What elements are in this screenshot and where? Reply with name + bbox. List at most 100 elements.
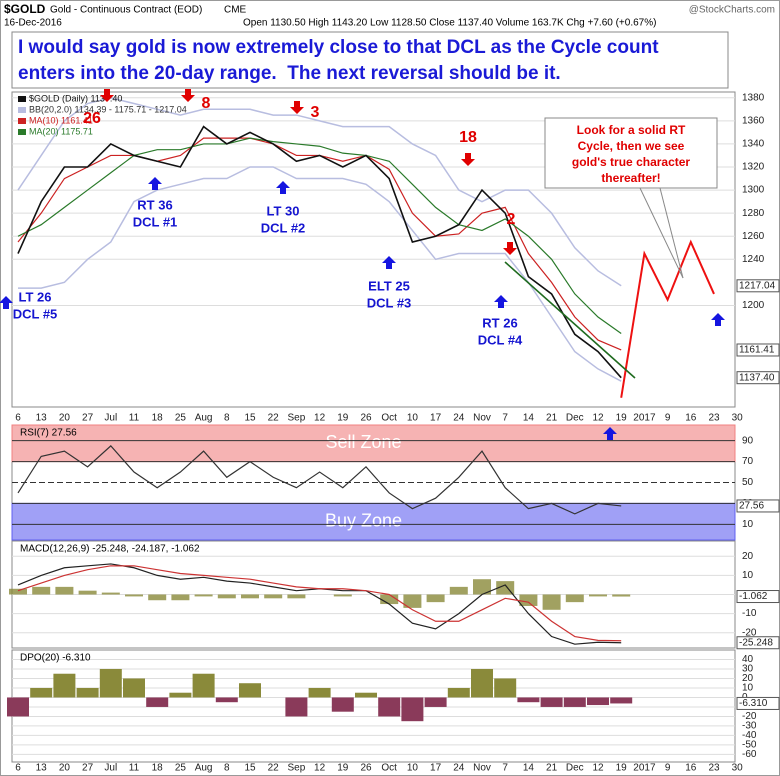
dpo-bar [471, 668, 493, 698]
x-tick-label: 30 [732, 763, 744, 774]
y-tick-label: 30 [742, 664, 754, 675]
trendline [504, 261, 636, 379]
x-tick-label: 12 [314, 763, 326, 774]
dpo-bar [355, 692, 377, 698]
cycle-low-arrow [148, 177, 162, 190]
histogram-bar [101, 592, 120, 595]
dpo-bar [169, 692, 192, 698]
histogram-bar [194, 594, 213, 597]
price-tag [736, 590, 780, 604]
exchange: CME [224, 5, 247, 16]
cycle-top-arrow [461, 153, 475, 166]
stats: Open 1130.50 High 1143.20 Low 1128.50 Cl… [243, 18, 656, 29]
x-tick-label: 22 [268, 413, 280, 424]
y-tick-label: 1240 [742, 254, 765, 265]
annotation: DCL #4 [478, 332, 523, 347]
x-tick-label: 11 [129, 413, 140, 424]
annotation: DCL #2 [261, 220, 306, 235]
x-tick-label: 6 [15, 763, 21, 774]
zone [11, 502, 736, 541]
y-tick-label: -30 [742, 721, 757, 732]
legend-swatch [18, 107, 26, 113]
date: 16-Dec-2016 [4, 18, 62, 29]
y-tick-label: 40 [742, 654, 754, 665]
dpo-bar [192, 673, 215, 698]
histogram-bar [264, 594, 283, 599]
x-tick-label: Jul [104, 763, 117, 774]
x-tick-label: 20 [59, 413, 71, 424]
y-tick-label: -40 [742, 730, 757, 741]
dpo-bar [7, 697, 29, 717]
dpo-bar [30, 687, 53, 698]
cycle-top-arrow [181, 89, 195, 102]
y-tick-label: 10 [742, 570, 754, 581]
x-tick-label: 2017 [633, 763, 656, 774]
cycle-low-arrow [494, 295, 508, 308]
x-tick-label: 19 [337, 763, 349, 774]
callout-text: thereafter! [601, 171, 660, 185]
series-line [17, 137, 622, 334]
annotation: 18 [459, 129, 477, 146]
y-tick-label: 20 [742, 551, 754, 562]
annotation: 3 [311, 104, 320, 121]
y-tick-label: 20 [742, 673, 754, 684]
annotation: 8 [202, 95, 211, 112]
histogram-bar [9, 588, 27, 595]
annotation: 26 [83, 110, 101, 127]
symbol: $GOLD [4, 2, 46, 16]
y-tick-label: 1380 [742, 92, 765, 103]
x-tick-label: 17 [430, 763, 442, 774]
annotation: 2 [507, 211, 516, 228]
histogram-bar [449, 586, 468, 595]
dpo-bar [123, 678, 145, 698]
price-tag-label: 1137.40 [739, 372, 775, 383]
dpo-bar [424, 697, 447, 707]
x-tick-label: Oct [381, 413, 397, 424]
histogram-bar [565, 594, 584, 603]
x-tick-label: Oct [381, 763, 397, 774]
brand: @StockCharts.com [689, 5, 775, 16]
zone [11, 424, 736, 463]
x-tick-label: 19 [616, 763, 628, 774]
x-tick-label: 26 [360, 763, 372, 774]
y-tick-label: 1200 [742, 300, 765, 311]
price-tag [736, 371, 780, 385]
dpo-bar [76, 687, 99, 698]
x-tick-label: Aug [195, 413, 213, 424]
dpo-bar [378, 697, 401, 717]
x-tick-label: Nov [473, 413, 491, 424]
callout-pointer [659, 187, 684, 279]
bb-lower [18, 166, 622, 382]
legend-swatch [18, 118, 26, 124]
price-tag-label: -1.062 [739, 591, 768, 602]
y-tick-label: -60 [742, 749, 757, 760]
histogram-bar [542, 594, 561, 610]
x-tick-label: 19 [337, 413, 349, 424]
legend-label: BB(20,2.0) 1134.39 - 1175.71 - 1217.04 [29, 104, 187, 114]
x-tick-label: 16 [685, 413, 697, 424]
dpo-bar [447, 687, 470, 698]
x-tick-label: 19 [616, 413, 628, 424]
dpo-bar [331, 697, 354, 712]
panel-title: RSI(7) 27.56 [20, 428, 77, 439]
series-line [17, 445, 622, 515]
x-tick-label: 30 [732, 413, 744, 424]
dpo-bar [215, 697, 238, 703]
histogram-bar [612, 594, 631, 597]
legend-label: $GOLD (Daily) 1137.40 [29, 93, 122, 103]
x-tick-label: 23 [708, 413, 720, 424]
cycle-low-arrow [603, 427, 617, 440]
annotation: ELT 25 [368, 278, 410, 293]
cycle-low-arrow [382, 256, 396, 269]
annotation: DCL #3 [367, 295, 412, 310]
dpo-bar [99, 668, 122, 698]
y-tick-label: -20 [742, 627, 757, 638]
annotation: RT 36 [137, 197, 172, 212]
callout-pointer [639, 187, 684, 279]
histogram-bar [519, 594, 538, 606]
annotation: DCL #5 [13, 306, 58, 321]
x-tick-label: 9 [665, 763, 671, 774]
x-tick-label: Sep [288, 413, 306, 424]
x-tick-label: 7 [502, 413, 508, 424]
